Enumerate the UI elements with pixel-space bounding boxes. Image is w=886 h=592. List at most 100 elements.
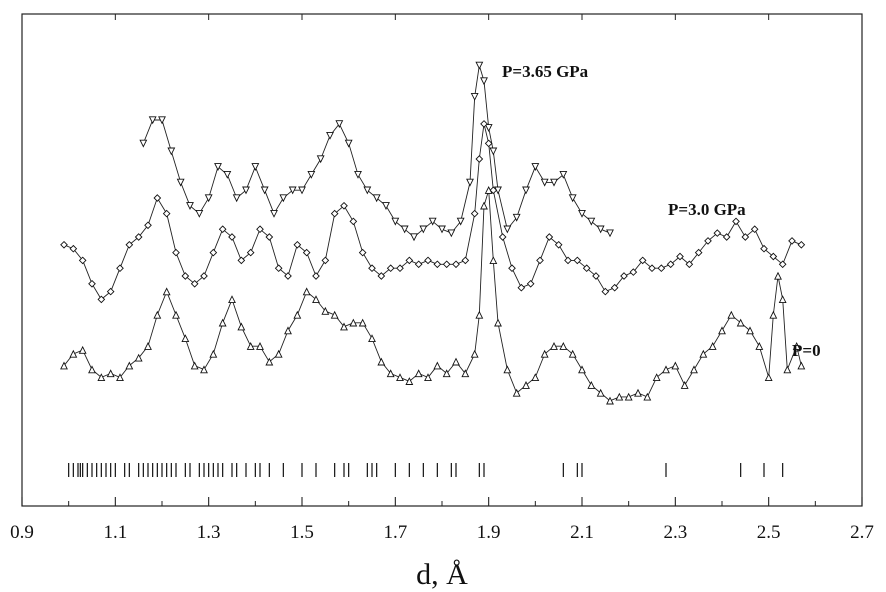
data-point bbox=[312, 295, 320, 304]
data-point bbox=[158, 116, 166, 125]
data-point bbox=[228, 233, 236, 241]
data-point bbox=[237, 322, 246, 331]
data-point bbox=[587, 380, 596, 389]
data-point bbox=[88, 365, 96, 374]
x-tick-label: 1.1 bbox=[103, 522, 127, 543]
data-point bbox=[596, 388, 605, 397]
series-line bbox=[63, 123, 802, 301]
data-point bbox=[316, 155, 325, 164]
data-point bbox=[769, 252, 778, 261]
series-1 bbox=[60, 120, 806, 304]
data-point bbox=[452, 357, 460, 366]
data-point bbox=[274, 349, 283, 358]
data-point bbox=[522, 186, 530, 195]
data-point bbox=[484, 185, 493, 194]
data-point bbox=[498, 233, 507, 241]
data-point bbox=[69, 349, 78, 358]
data-point bbox=[134, 353, 143, 362]
data-point bbox=[256, 341, 264, 350]
data-point bbox=[349, 217, 358, 226]
data-point bbox=[386, 264, 395, 273]
data-point bbox=[545, 233, 554, 241]
data-point bbox=[293, 240, 302, 249]
data-point bbox=[638, 256, 647, 265]
data-point bbox=[629, 268, 638, 276]
data-point bbox=[204, 194, 213, 203]
series-2 bbox=[60, 185, 806, 405]
data-point bbox=[480, 120, 488, 128]
data-point bbox=[246, 341, 255, 350]
data-point bbox=[181, 334, 190, 343]
data-point bbox=[755, 341, 764, 350]
data-point bbox=[540, 349, 549, 358]
data-point bbox=[550, 341, 558, 350]
data-point bbox=[88, 279, 96, 288]
data-point bbox=[106, 287, 115, 296]
data-point bbox=[298, 186, 306, 195]
data-point bbox=[377, 272, 386, 280]
data-point bbox=[582, 264, 591, 273]
data-point bbox=[526, 279, 535, 288]
data-point bbox=[531, 163, 540, 172]
data-point bbox=[368, 264, 376, 273]
data-point bbox=[223, 170, 232, 179]
data-point bbox=[475, 155, 484, 163]
data-point bbox=[396, 373, 404, 382]
data-point bbox=[596, 225, 605, 234]
data-point bbox=[778, 295, 787, 304]
x-tick-label: 2.5 bbox=[757, 522, 781, 543]
data-point bbox=[433, 361, 442, 370]
data-point bbox=[797, 361, 806, 370]
data-point bbox=[466, 178, 474, 187]
data-point bbox=[657, 264, 666, 273]
data-point bbox=[428, 217, 437, 226]
data-point bbox=[559, 341, 568, 350]
data-point bbox=[209, 248, 218, 257]
data-point bbox=[176, 178, 185, 187]
data-point bbox=[60, 361, 68, 370]
data-point bbox=[321, 306, 330, 315]
data-point bbox=[190, 279, 199, 288]
data-point bbox=[517, 283, 526, 292]
data-point bbox=[615, 392, 624, 401]
plot-frame bbox=[21, 13, 863, 507]
data-point bbox=[559, 170, 568, 179]
x-tick-label: 1.3 bbox=[197, 522, 221, 543]
data-point bbox=[405, 377, 414, 385]
data-point bbox=[610, 283, 619, 292]
data-point bbox=[288, 186, 297, 195]
data-point bbox=[200, 272, 208, 280]
data-point bbox=[125, 240, 134, 249]
data-point bbox=[218, 225, 227, 234]
data-point bbox=[97, 373, 106, 382]
data-point bbox=[568, 349, 577, 358]
data-point bbox=[214, 163, 222, 172]
data-point bbox=[503, 365, 512, 374]
data-point bbox=[274, 264, 283, 273]
data-point bbox=[251, 163, 260, 172]
x-tick-label: 1.5 bbox=[290, 522, 314, 543]
data-point bbox=[148, 116, 157, 125]
series-label-p0: P=0 bbox=[792, 341, 821, 360]
data-point bbox=[162, 287, 171, 296]
data-point bbox=[508, 264, 516, 273]
data-point bbox=[144, 221, 152, 230]
data-point bbox=[363, 186, 372, 195]
data-point bbox=[190, 361, 199, 370]
data-point bbox=[671, 361, 680, 370]
data-point bbox=[484, 124, 493, 133]
data-point bbox=[414, 369, 423, 378]
data-point bbox=[550, 178, 558, 187]
data-point bbox=[606, 396, 614, 405]
data-point bbox=[778, 260, 787, 269]
data-point bbox=[330, 310, 339, 319]
data-point bbox=[470, 349, 479, 358]
data-point bbox=[480, 77, 488, 86]
data-point bbox=[162, 209, 171, 218]
data-point bbox=[340, 322, 348, 331]
x-tick-label: 2.1 bbox=[570, 522, 594, 543]
data-point bbox=[153, 194, 162, 202]
data-point bbox=[489, 256, 498, 265]
x-tick-label: 1.7 bbox=[383, 522, 407, 543]
data-point bbox=[396, 264, 404, 273]
